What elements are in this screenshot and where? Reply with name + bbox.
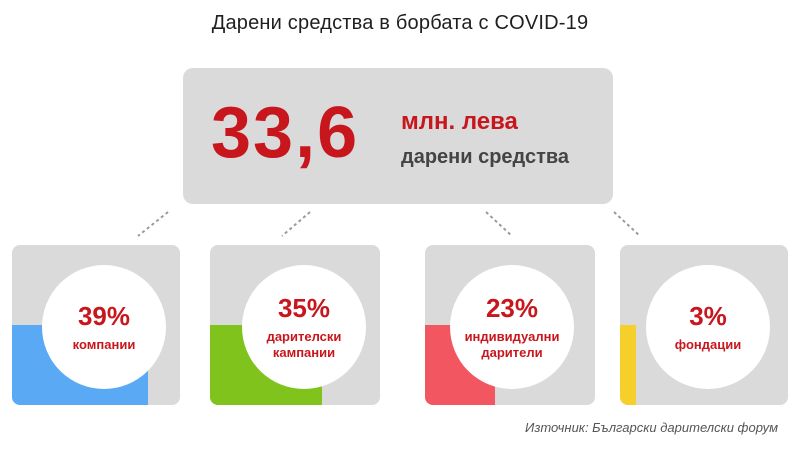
segment-label: индивидуални дарители [464,329,560,360]
connector-line-4 [613,211,641,237]
segment-label: компании [72,337,136,352]
segment-percent: 39% [77,301,131,331]
connector-line-1 [137,211,169,237]
connector-line-2 [281,211,311,237]
segment-percent: 23% [485,293,539,323]
page-title: Дарени средства в борбата с COVID-19 [211,12,589,34]
segment-card-campaigns: 35% дарителски кампании [210,245,380,405]
segment-label: фондации [674,337,742,352]
segment-circle-foundations: 3% фондации [646,265,770,389]
segment-percent: 3% [689,301,727,331]
segment-circle-companies: 39% компании [42,265,166,389]
segment-card-foundations: 3% фондации [620,245,788,405]
segment-label: дарителски кампании [266,329,342,360]
total-donations-box: 33,6 млн. лева дарени средства [183,68,613,204]
total-subtitle: дарени средства [401,146,570,168]
segment-percent: 35% [277,293,331,323]
segment-circle-campaigns: 35% дарителски кампании [242,265,366,389]
total-value: 33,6 [211,93,360,173]
connector-line-3 [485,211,513,237]
segment-circle-individuals: 23% индивидуални дарители [450,265,574,389]
segment-fill-foundations [620,325,636,405]
total-unit: млн. лева [401,108,518,135]
segment-card-companies: 39% компании [12,245,180,405]
segment-card-individuals: 23% индивидуални дарители [425,245,595,405]
source-note: Източник: Български дарителски форум [525,420,778,435]
